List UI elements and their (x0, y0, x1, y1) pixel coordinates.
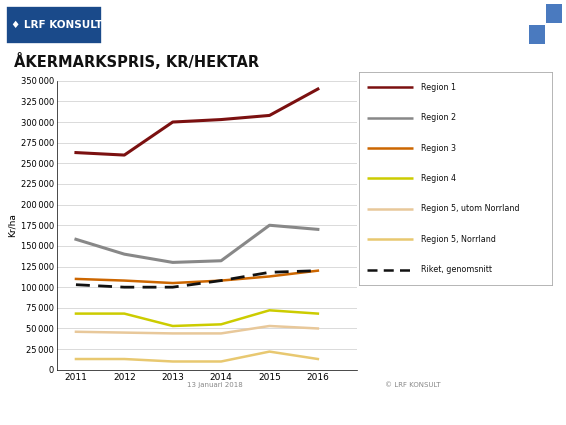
Text: 13 januari 2018: 13 januari 2018 (187, 382, 243, 388)
Bar (529, 25, 545, 44)
Bar (546, 25, 562, 44)
Text: lrfkonsult.se: lrfkonsult.se (486, 404, 555, 414)
Text: Region 5, Norrland: Region 5, Norrland (421, 235, 496, 244)
Text: Ekonomi & Skatt   Juridik   Affärsrådgivning   Fastighetsförmedling: Ekonomi & Skatt Juridik Affärsrådgivning… (11, 404, 277, 414)
Text: ♦ LRF KONSULT: ♦ LRF KONSULT (11, 20, 102, 30)
Text: Region 3: Region 3 (421, 144, 456, 153)
Text: ÅKERMARKSPRIS, KR/HEKTAR: ÅKERMARKSPRIS, KR/HEKTAR (14, 53, 259, 70)
Bar (546, 3, 562, 23)
Y-axis label: Kr/ha: Kr/ha (7, 213, 16, 237)
Text: © LRF KONSULT: © LRF KONSULT (385, 382, 441, 388)
Text: Region 1: Region 1 (421, 83, 456, 92)
Text: Region 2: Region 2 (421, 113, 456, 122)
Text: Region 4: Region 4 (421, 174, 456, 183)
Text: Region 5, utom Norrland: Region 5, utom Norrland (421, 204, 520, 213)
FancyBboxPatch shape (6, 6, 102, 44)
Bar (529, 3, 545, 23)
Text: Riket, genomsnitt: Riket, genomsnitt (421, 265, 492, 274)
